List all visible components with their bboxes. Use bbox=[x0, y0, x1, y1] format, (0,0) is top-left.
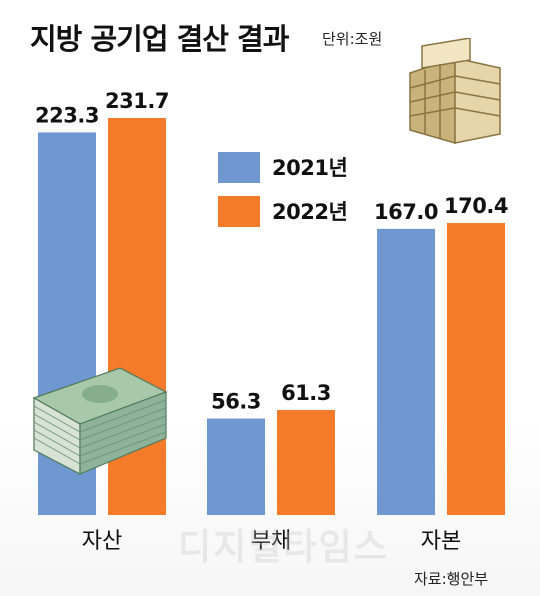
data-label-2-1: 170.4 bbox=[444, 194, 508, 218]
legend: 2021년 2022년 bbox=[218, 150, 348, 238]
category-label-1: 부채 bbox=[251, 529, 291, 554]
data-label-1-0: 56.3 bbox=[211, 390, 261, 414]
category-label-0: 자산 bbox=[82, 529, 122, 554]
bar-2-1 bbox=[447, 223, 505, 515]
data-label-1-1: 61.3 bbox=[281, 381, 331, 405]
bar-1-0 bbox=[207, 418, 265, 515]
unit-note: 단위:조원 bbox=[322, 30, 383, 48]
watermark: 디지털타임스 bbox=[178, 527, 389, 568]
category-label-2: 자본 bbox=[421, 529, 461, 554]
chart-title: 지방 공기업 결산 결과 bbox=[30, 22, 289, 56]
building-icon bbox=[409, 38, 501, 144]
data-label-2-0: 167.0 bbox=[374, 200, 438, 224]
bar-2-0 bbox=[377, 228, 435, 515]
money-stack-icon bbox=[32, 367, 168, 475]
data-label-0-1: 231.7 bbox=[105, 89, 169, 113]
legend-label-2022: 2022년 bbox=[272, 200, 348, 224]
bar-1-1 bbox=[277, 409, 335, 515]
legend-label-2021: 2021년 bbox=[272, 156, 348, 180]
legend-swatch-2022 bbox=[218, 195, 260, 227]
legend-swatch-2021 bbox=[218, 151, 260, 183]
source-note: 자료:행안부 bbox=[414, 570, 489, 588]
legend-item-2021: 2021년 bbox=[218, 150, 348, 184]
legend-item-2022: 2022년 bbox=[218, 194, 348, 228]
data-label-0-0: 223.3 bbox=[35, 103, 99, 127]
